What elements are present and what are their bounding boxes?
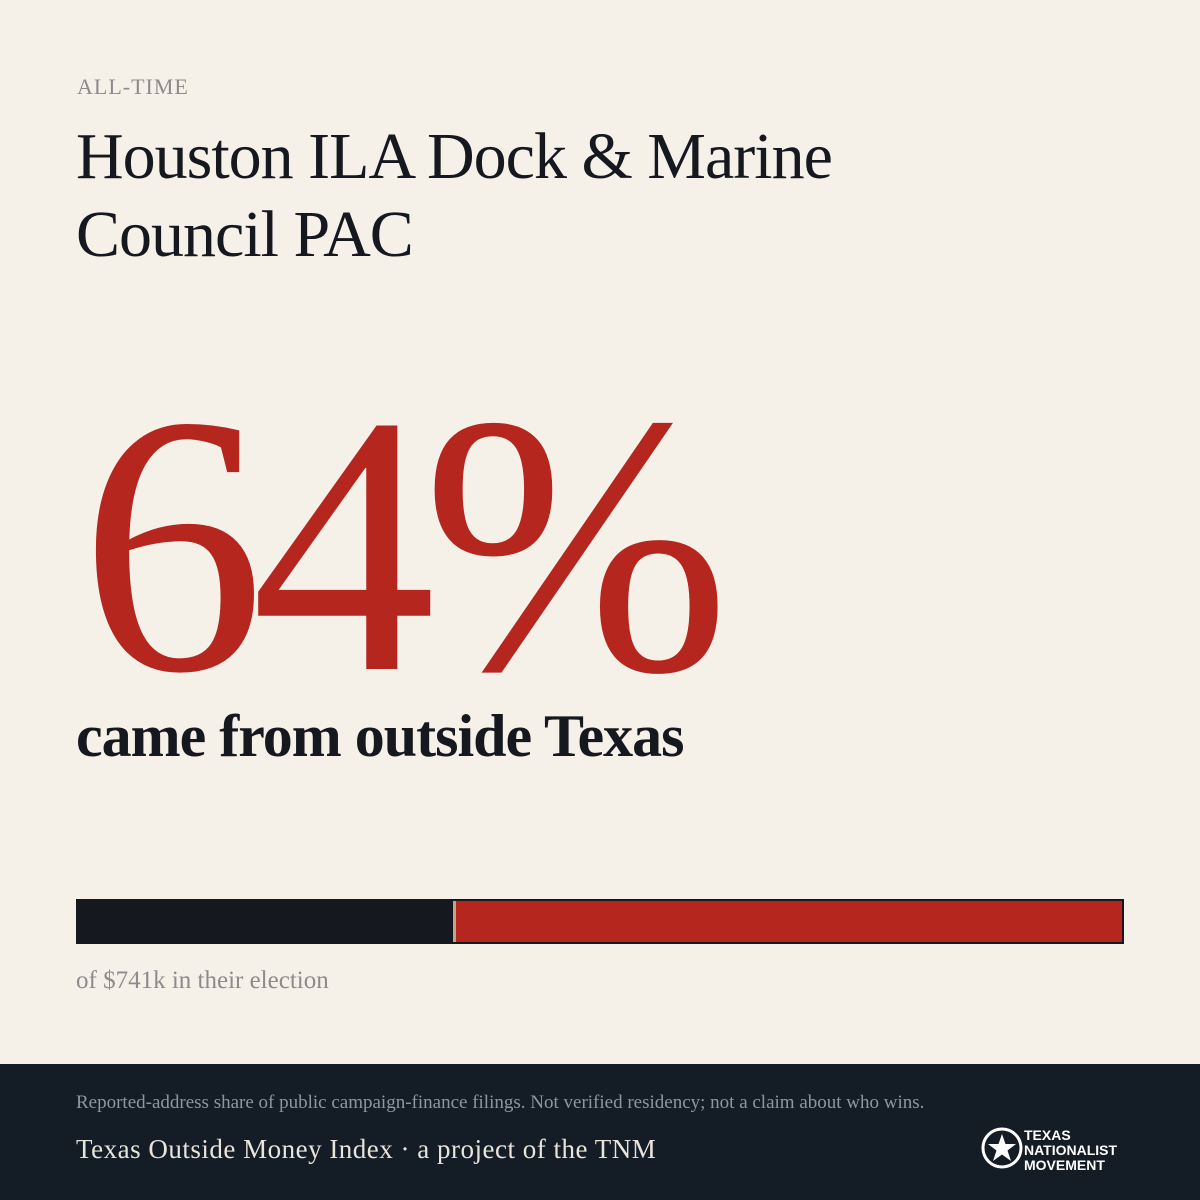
outside-segment — [452, 901, 1122, 942]
footer: Reported-address share of public campaig… — [0, 1064, 1200, 1200]
stat-caption: came from outside Texas — [76, 703, 685, 769]
kicker: ALL-TIME — [77, 74, 189, 99]
bar-caption: of $741k in their election — [76, 967, 329, 994]
footer-credit: Texas Outside Money Index · a project of… — [76, 1134, 657, 1164]
footer-note: Reported-address share of public campaig… — [76, 1092, 925, 1113]
logo-star — [988, 1134, 1016, 1161]
inside-segment — [78, 901, 453, 942]
logo-ring — [981, 1127, 1023, 1169]
title: Houston ILA Dock & Marine Council PAC — [76, 120, 833, 271]
share-bar — [76, 899, 1124, 944]
logo: TEXAS NATIONALIST MOVEMENT — [981, 1127, 1118, 1173]
logo-text: MOVEMENT — [1024, 1157, 1105, 1173]
logo-text: TEXAS — [1024, 1127, 1071, 1143]
stat: 64% — [80, 340, 730, 750]
logo-text: NATIONALIST — [1024, 1142, 1118, 1158]
